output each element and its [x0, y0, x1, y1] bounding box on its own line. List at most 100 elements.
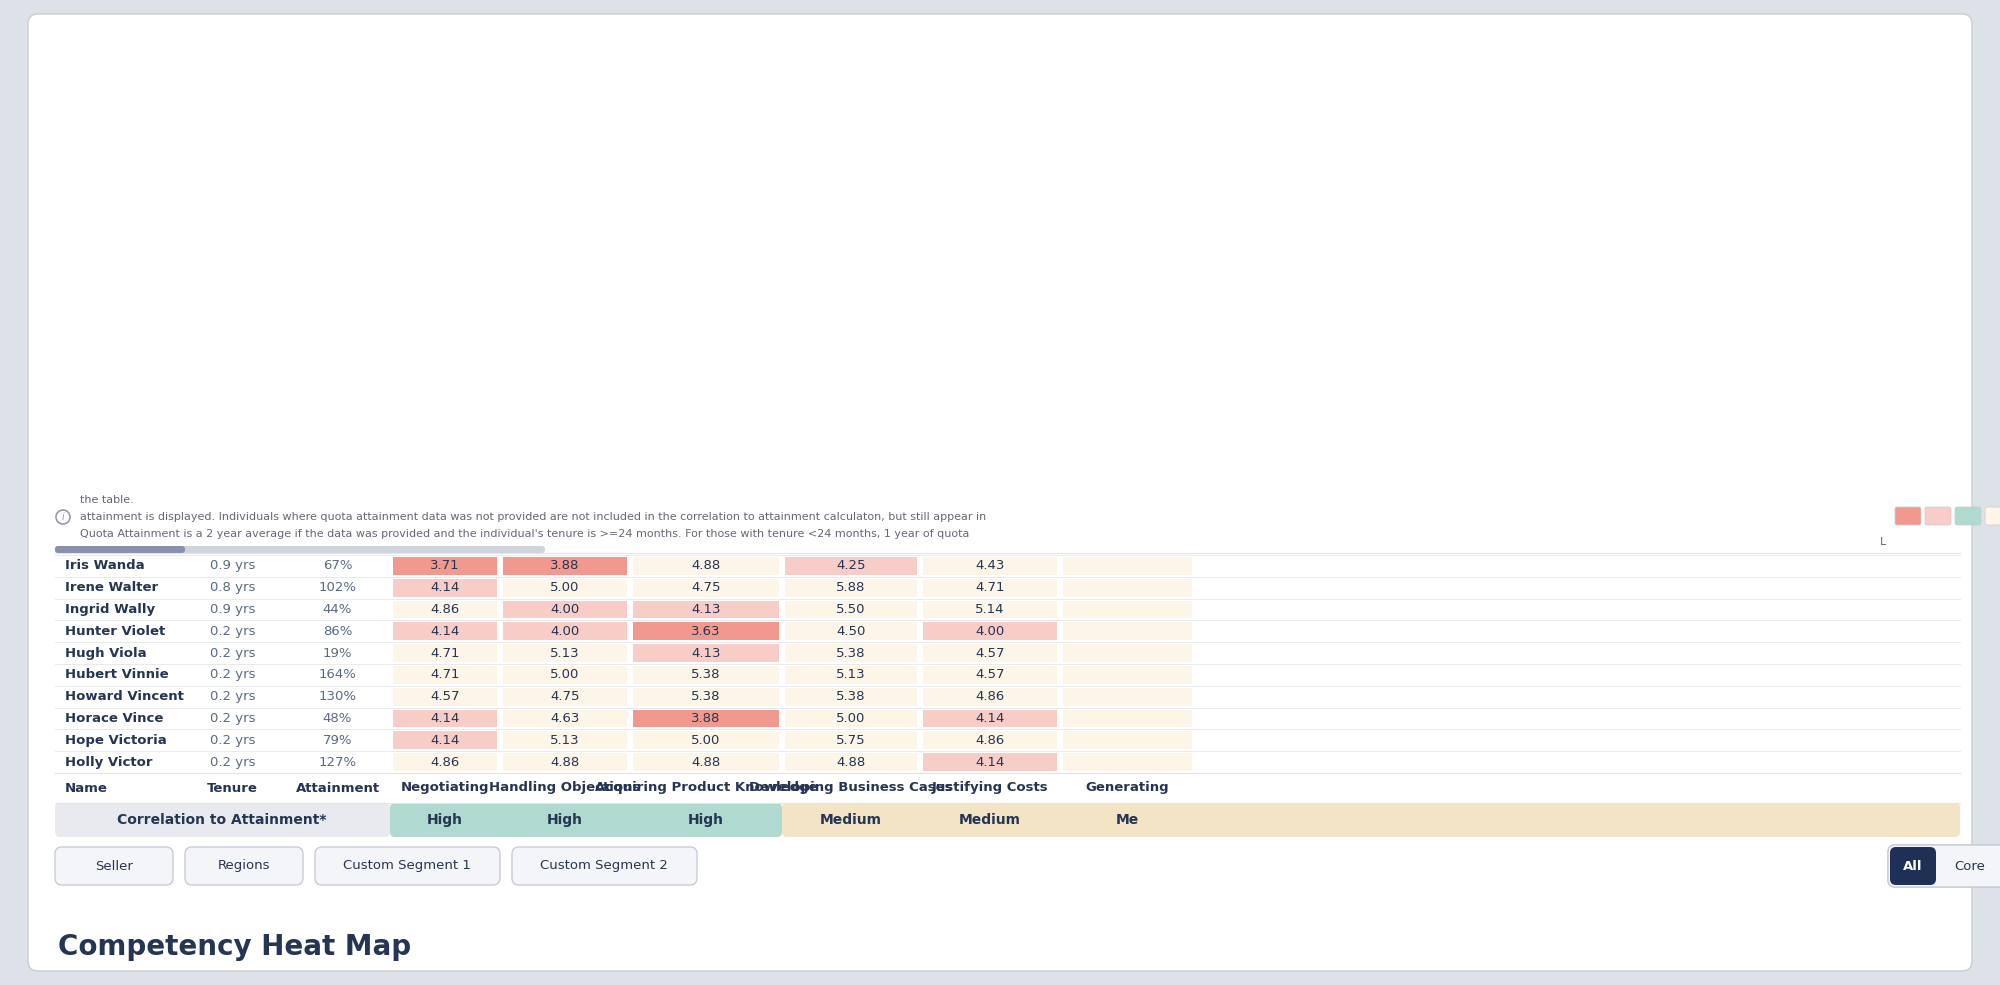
Text: i: i: [62, 512, 64, 522]
Bar: [1064, 709, 1192, 727]
Text: Competency Heat Map: Competency Heat Map: [58, 933, 412, 961]
Bar: [504, 557, 628, 575]
Bar: [632, 557, 780, 575]
Bar: [1064, 732, 1192, 750]
Text: Ingrid Wally: Ingrid Wally: [64, 603, 156, 616]
Text: L: L: [1880, 537, 1886, 547]
Bar: [924, 732, 1056, 750]
FancyBboxPatch shape: [1890, 847, 1936, 885]
Text: 5.13: 5.13: [550, 646, 580, 660]
Text: 4.88: 4.88: [692, 559, 720, 572]
Text: 4.86: 4.86: [430, 755, 460, 768]
Text: 4.86: 4.86: [430, 603, 460, 616]
Bar: [632, 754, 780, 771]
Text: All: All: [1904, 860, 1922, 873]
Text: 5.00: 5.00: [836, 712, 866, 725]
Text: 0.2 yrs: 0.2 yrs: [210, 669, 256, 682]
Text: 4.57: 4.57: [976, 646, 1004, 660]
Bar: [784, 644, 916, 662]
Text: 86%: 86%: [322, 624, 352, 638]
Text: 5.38: 5.38: [836, 690, 866, 703]
Bar: [632, 601, 780, 619]
Text: 4.63: 4.63: [550, 712, 580, 725]
Text: 4.86: 4.86: [976, 690, 1004, 703]
Bar: [924, 688, 1056, 705]
Text: Hugh Viola: Hugh Viola: [64, 646, 146, 660]
Text: 0.2 yrs: 0.2 yrs: [210, 690, 256, 703]
Bar: [924, 666, 1056, 684]
Text: High: High: [428, 813, 464, 827]
Text: 130%: 130%: [318, 690, 356, 703]
Bar: [632, 732, 780, 750]
Text: Developing Business Cases: Developing Business Cases: [750, 781, 952, 795]
Text: 5.00: 5.00: [550, 581, 580, 594]
Text: 0.2 yrs: 0.2 yrs: [210, 755, 256, 768]
Text: 4.57: 4.57: [976, 669, 1004, 682]
Text: Hunter Violet: Hunter Violet: [64, 624, 166, 638]
Text: 0.8 yrs: 0.8 yrs: [210, 581, 256, 594]
Text: 3.63: 3.63: [692, 624, 720, 638]
Text: Acquiring Product Knowledge: Acquiring Product Knowledge: [594, 781, 818, 795]
Bar: [504, 688, 628, 705]
Bar: [392, 688, 496, 705]
FancyBboxPatch shape: [1956, 507, 1980, 525]
Bar: [504, 709, 628, 727]
Bar: [924, 623, 1056, 640]
Text: 4.71: 4.71: [430, 669, 460, 682]
Text: 4.14: 4.14: [430, 712, 460, 725]
Text: 4.88: 4.88: [836, 755, 866, 768]
Text: 4.13: 4.13: [692, 646, 720, 660]
Text: Name: Name: [64, 781, 108, 795]
Text: 0.2 yrs: 0.2 yrs: [210, 712, 256, 725]
Bar: [784, 732, 916, 750]
Bar: [392, 754, 496, 771]
Text: 4.88: 4.88: [692, 755, 720, 768]
Bar: [1064, 754, 1192, 771]
FancyBboxPatch shape: [316, 847, 500, 885]
Text: 0.2 yrs: 0.2 yrs: [210, 646, 256, 660]
Bar: [1064, 688, 1192, 705]
FancyBboxPatch shape: [56, 546, 544, 553]
Text: 4.00: 4.00: [976, 624, 1004, 638]
Bar: [784, 623, 916, 640]
Bar: [924, 579, 1056, 597]
Bar: [924, 601, 1056, 619]
Bar: [504, 601, 628, 619]
Text: Medium: Medium: [820, 813, 882, 827]
Bar: [504, 623, 628, 640]
Bar: [392, 732, 496, 750]
Text: Irene Walter: Irene Walter: [64, 581, 158, 594]
Text: 67%: 67%: [322, 559, 352, 572]
Bar: [392, 644, 496, 662]
Bar: [632, 666, 780, 684]
Bar: [632, 623, 780, 640]
Text: the table.: the table.: [80, 495, 134, 505]
Text: Core: Core: [1954, 860, 1986, 873]
Bar: [504, 732, 628, 750]
Text: 5.14: 5.14: [976, 603, 1004, 616]
Bar: [924, 557, 1056, 575]
Bar: [392, 623, 496, 640]
FancyBboxPatch shape: [28, 14, 1972, 971]
FancyBboxPatch shape: [56, 546, 184, 553]
Text: 79%: 79%: [322, 734, 352, 747]
Bar: [392, 557, 496, 575]
Text: 19%: 19%: [322, 646, 352, 660]
Text: 102%: 102%: [318, 581, 356, 594]
Text: Generating: Generating: [1086, 781, 1170, 795]
Text: 5.13: 5.13: [836, 669, 866, 682]
Text: Hubert Vinnie: Hubert Vinnie: [64, 669, 168, 682]
Text: 5.38: 5.38: [692, 690, 720, 703]
Text: 5.00: 5.00: [692, 734, 720, 747]
FancyBboxPatch shape: [1984, 507, 2000, 525]
Text: Correlation to Attainment*: Correlation to Attainment*: [118, 813, 326, 827]
Text: High: High: [548, 813, 584, 827]
FancyBboxPatch shape: [512, 847, 698, 885]
Text: 4.14: 4.14: [430, 581, 460, 594]
Text: Justifying Costs: Justifying Costs: [932, 781, 1048, 795]
FancyBboxPatch shape: [782, 803, 1960, 837]
Bar: [504, 666, 628, 684]
Text: 4.57: 4.57: [430, 690, 460, 703]
Text: 4.71: 4.71: [430, 646, 460, 660]
Text: 4.14: 4.14: [430, 624, 460, 638]
